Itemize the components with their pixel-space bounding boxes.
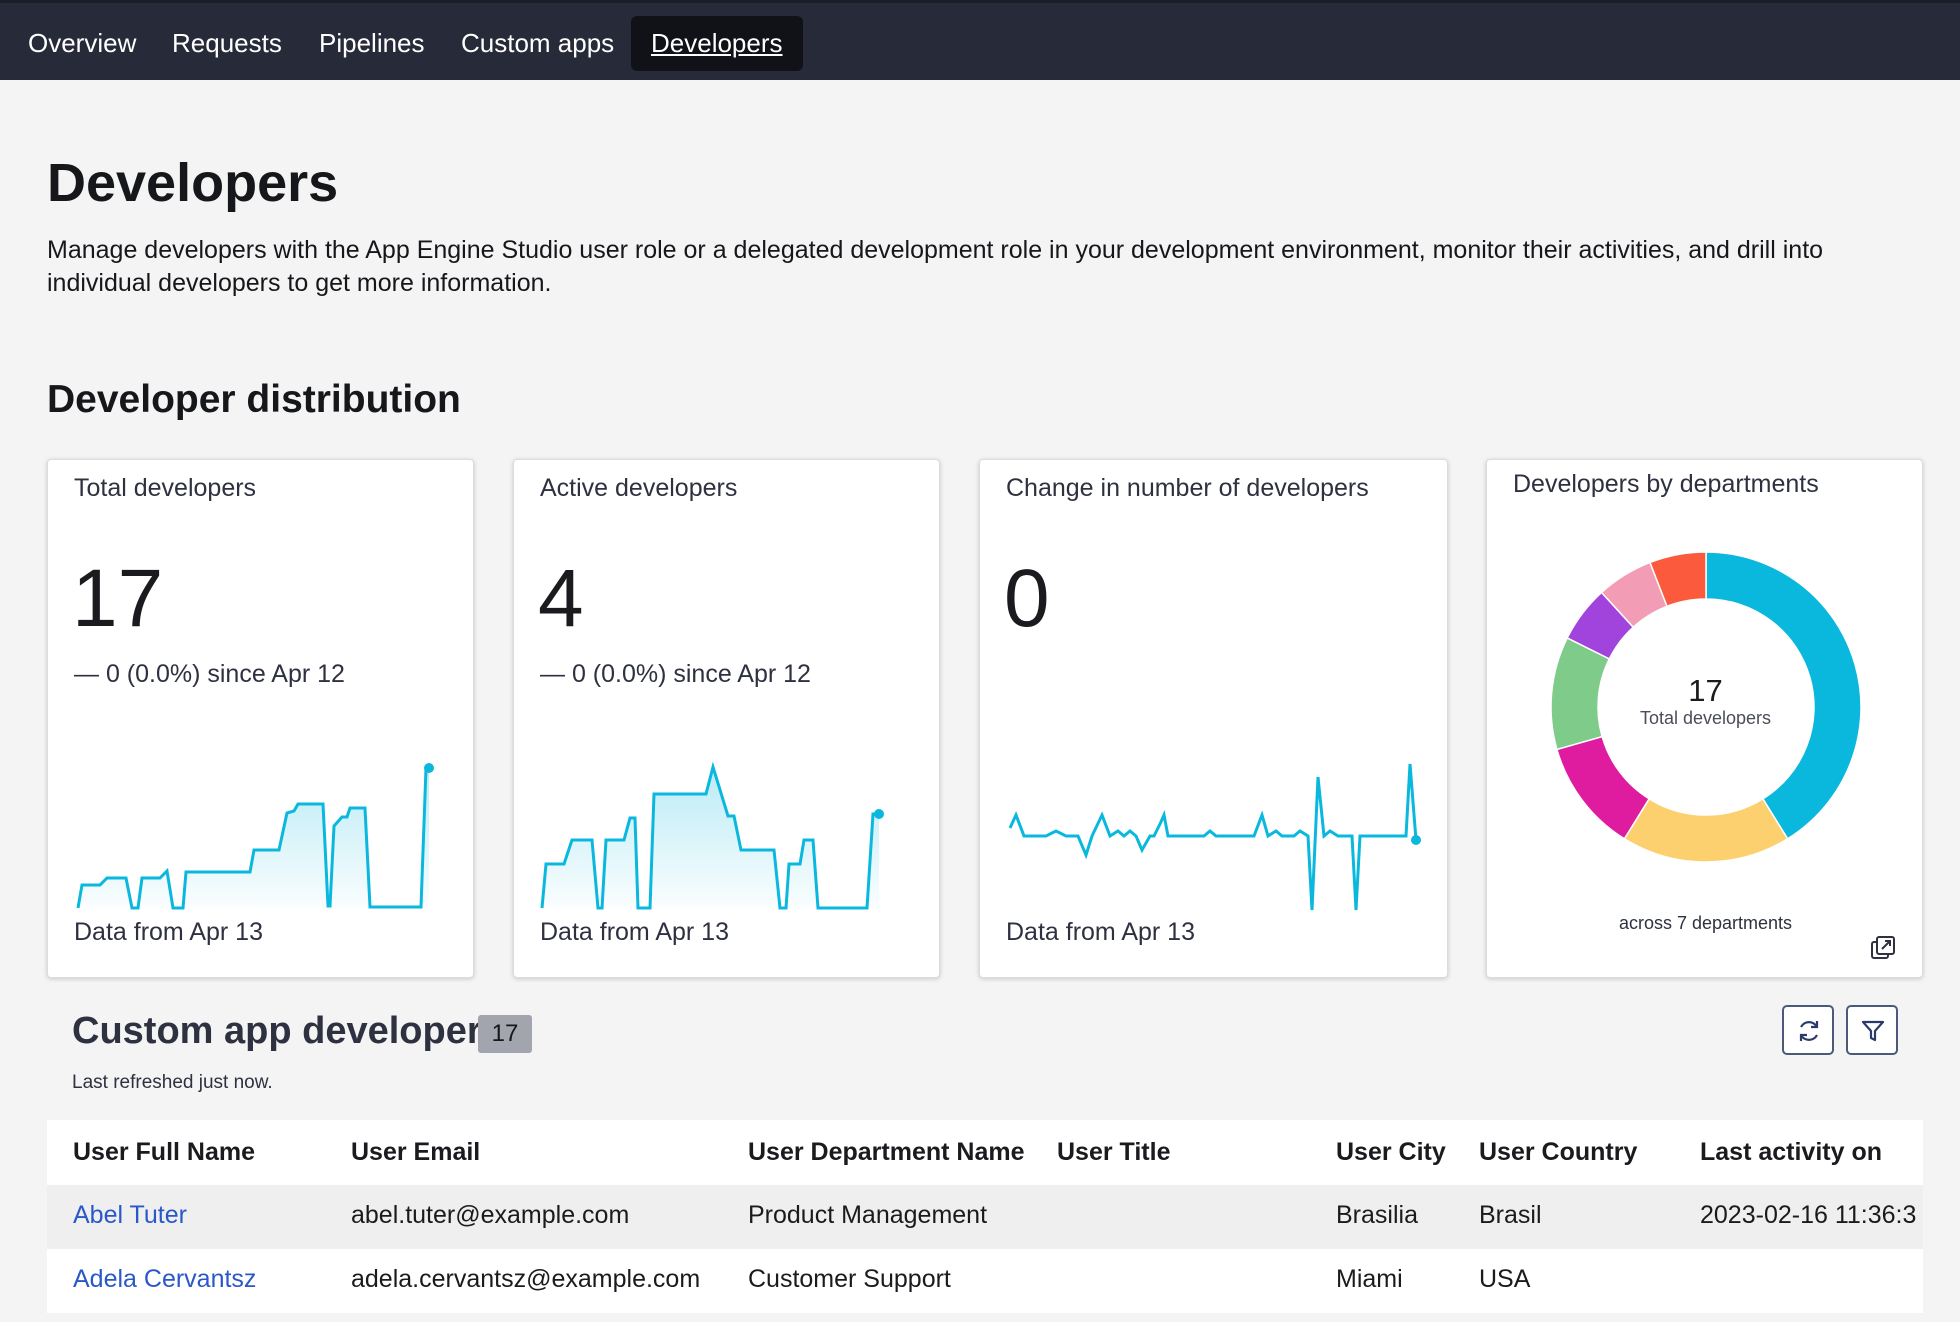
filter-button[interactable] bbox=[1846, 1005, 1898, 1055]
donut-slice-7[interactable] bbox=[1649, 551, 1707, 608]
nav-item-overview[interactable]: Overview bbox=[28, 28, 137, 58]
page-title: Developers bbox=[47, 153, 339, 213]
refresh-button[interactable] bbox=[1782, 1005, 1834, 1055]
card-title: Total developers bbox=[74, 474, 257, 502]
user-department: Product Management bbox=[748, 1201, 988, 1229]
column-header-email[interactable]: User Email bbox=[351, 1138, 481, 1166]
user-name-link[interactable]: Adela Cervantsz bbox=[73, 1265, 257, 1293]
donut-slice-1[interactable] bbox=[1705, 551, 1862, 840]
column-header-city[interactable]: User City bbox=[1336, 1138, 1446, 1166]
card-value: 4 bbox=[538, 553, 584, 644]
refresh-icon bbox=[1799, 1021, 1819, 1041]
card-value: 0 bbox=[1004, 553, 1050, 644]
sparkline-change bbox=[1008, 763, 1421, 911]
card-footer: Data from Apr 13 bbox=[540, 918, 729, 946]
card-title: Change in number of developers bbox=[1006, 474, 1369, 502]
donut-center-value: 17 bbox=[1688, 673, 1723, 708]
user-email: abel.tuter@example.com bbox=[351, 1201, 630, 1229]
card-footer: Data from Apr 13 bbox=[74, 918, 263, 946]
count-badge: 17 bbox=[478, 1015, 532, 1053]
donut-center-label: Total developers bbox=[1639, 708, 1772, 728]
card-value: 17 bbox=[72, 553, 164, 644]
table-row[interactable]: Adela Cervantsz adela.cervantsz@example.… bbox=[47, 1249, 1923, 1313]
table-title: Custom app developers bbox=[72, 1010, 503, 1052]
top-nav: Overview Requests Pipelines Custom apps … bbox=[0, 0, 1960, 80]
table-header: User Full Name User Email User Departmen… bbox=[47, 1120, 1923, 1185]
user-city: Brasilia bbox=[1336, 1201, 1418, 1229]
card-footer: Data from Apr 13 bbox=[1006, 918, 1195, 946]
column-header-full-name[interactable]: User Full Name bbox=[73, 1138, 256, 1166]
card-delta: — 0 (0.0%) since Apr 12 bbox=[74, 660, 345, 688]
user-country: USA bbox=[1479, 1265, 1531, 1293]
card-title: Developers by departments bbox=[1513, 470, 1819, 498]
user-email: adela.cervantsz@example.com bbox=[351, 1265, 701, 1293]
nav-item-pipelines[interactable]: Pipelines bbox=[319, 28, 425, 58]
card-developers-by-departments: Developers by departments 17 Total devel… bbox=[1486, 459, 1923, 978]
column-header-last-activity[interactable]: Last activity on bbox=[1700, 1138, 1882, 1166]
table-row[interactable]: Abel Tuter abel.tuter@example.com Produc… bbox=[47, 1185, 1923, 1249]
donut-chart bbox=[1550, 551, 1862, 863]
user-city: Miami bbox=[1336, 1265, 1403, 1293]
donut-footer: across 7 departments bbox=[1618, 913, 1793, 933]
card-change-developers: Change in number of developers 0 Data fr… bbox=[979, 459, 1448, 978]
nav-item-custom-apps[interactable]: Custom apps bbox=[461, 28, 615, 58]
nav-item-requests[interactable]: Requests bbox=[172, 28, 282, 58]
page-description: Manage developers with the App Engine St… bbox=[47, 236, 1824, 297]
card-total-developers: Total developers 17 — 0 (0.0%) since Apr… bbox=[47, 459, 474, 978]
last-refreshed-text: Last refreshed just now. bbox=[72, 1072, 273, 1093]
column-header-title[interactable]: User Title bbox=[1057, 1138, 1171, 1166]
open-in-new-window-icon[interactable] bbox=[1870, 935, 1896, 961]
user-last-activity: 2023-02-16 11:36:37 bbox=[1700, 1201, 1916, 1229]
donut-slice-2[interactable] bbox=[1623, 797, 1789, 863]
section-title-distribution: Developer distribution bbox=[47, 378, 461, 421]
card-delta: — 0 (0.0%) since Apr 12 bbox=[540, 660, 811, 688]
user-department: Customer Support bbox=[748, 1265, 951, 1293]
column-header-country[interactable]: User Country bbox=[1479, 1138, 1638, 1166]
column-header-department[interactable]: User Department Name bbox=[748, 1138, 1025, 1166]
card-title: Active developers bbox=[540, 474, 738, 502]
card-active-developers: Active developers 4 — 0 (0.0%) since Apr… bbox=[513, 459, 940, 978]
filter-icon bbox=[1861, 1020, 1885, 1042]
nav-item-developers[interactable]: Developers bbox=[631, 16, 803, 71]
sparkline-active bbox=[540, 761, 884, 910]
user-country: Brasil bbox=[1479, 1201, 1542, 1229]
sparkline-total bbox=[76, 763, 434, 910]
user-name-link[interactable]: Abel Tuter bbox=[73, 1201, 187, 1229]
